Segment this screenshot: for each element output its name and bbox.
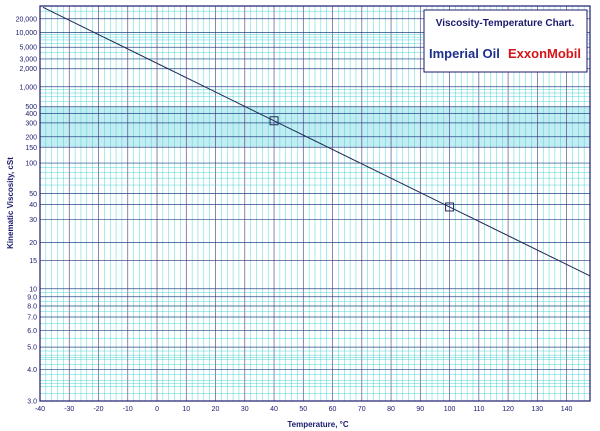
y-tick-label: 5.0 xyxy=(27,345,37,352)
y-tick-label: 50 xyxy=(29,191,37,198)
y-axis-title: Kinematic Viscosity, cSt xyxy=(6,157,15,249)
title-box xyxy=(423,9,588,73)
x-tick-label: 120 xyxy=(502,406,514,413)
y-tick-label: 4.0 xyxy=(27,367,37,374)
y-tick-label: 20,000 xyxy=(16,16,38,23)
y-tick-label: 8.0 xyxy=(27,304,37,311)
y-tick-label: 9.0 xyxy=(27,294,37,301)
x-tick-label: 110 xyxy=(473,406,484,413)
y-tick-label: 5,000 xyxy=(19,45,37,52)
x-tick-label: 50 xyxy=(299,406,307,413)
x-tick-label: 0 xyxy=(155,406,159,413)
x-tick-label: 20 xyxy=(212,406,220,413)
y-tick-label: 400 xyxy=(25,111,37,118)
y-tick-label: 30 xyxy=(29,217,37,224)
y-tick-label: 500 xyxy=(25,104,37,111)
data-point-marker xyxy=(269,116,279,126)
exxonmobil-logo: ExxonMobil xyxy=(508,46,581,61)
y-tick-label: 3.0 xyxy=(27,399,37,406)
x-tick-label: -10 xyxy=(123,406,133,413)
x-tick-label: 60 xyxy=(329,406,337,413)
y-tick-label: 6.0 xyxy=(27,328,37,335)
y-tick-label: 200 xyxy=(25,134,37,141)
x-tick-label: -20 xyxy=(93,406,103,413)
y-tick-label: 10 xyxy=(29,286,37,293)
y-tick-label: 100 xyxy=(25,161,37,168)
y-tick-label: 1,000 xyxy=(19,84,37,91)
x-tick-label: 140 xyxy=(561,406,573,413)
y-tick-label: 3,000 xyxy=(19,56,37,63)
x-tick-label: -40 xyxy=(35,406,45,413)
x-tick-label: 100 xyxy=(444,406,456,413)
y-tick-label: 40 xyxy=(29,202,37,209)
x-tick-label: 40 xyxy=(270,406,278,413)
plot-frame xyxy=(39,5,591,402)
y-tick-label: 150 xyxy=(25,145,37,152)
x-tick-label: 130 xyxy=(531,406,543,413)
y-tick-label: 300 xyxy=(25,120,37,127)
imperial-oil-logo: Imperial Oil xyxy=(429,46,500,61)
x-tick-label: 70 xyxy=(358,406,366,413)
x-tick-label: 10 xyxy=(182,406,190,413)
y-tick-label: 7.0 xyxy=(27,315,37,322)
y-tick-label: 15 xyxy=(29,258,37,265)
x-axis-title: Temperature, °C xyxy=(287,420,349,429)
chart-title: Viscosity-Temperature Chart. xyxy=(436,18,575,29)
y-tick-label: 10,000 xyxy=(16,30,38,37)
x-tick-label: -30 xyxy=(64,406,74,413)
y-tick-label: 20 xyxy=(29,240,37,247)
x-tick-label: 30 xyxy=(241,406,249,413)
x-tick-label: 80 xyxy=(387,406,395,413)
y-tick-label: 2,000 xyxy=(19,66,37,73)
viscosity-line xyxy=(42,6,591,277)
x-tick-label: 90 xyxy=(416,406,424,413)
data-point-marker xyxy=(445,202,455,212)
